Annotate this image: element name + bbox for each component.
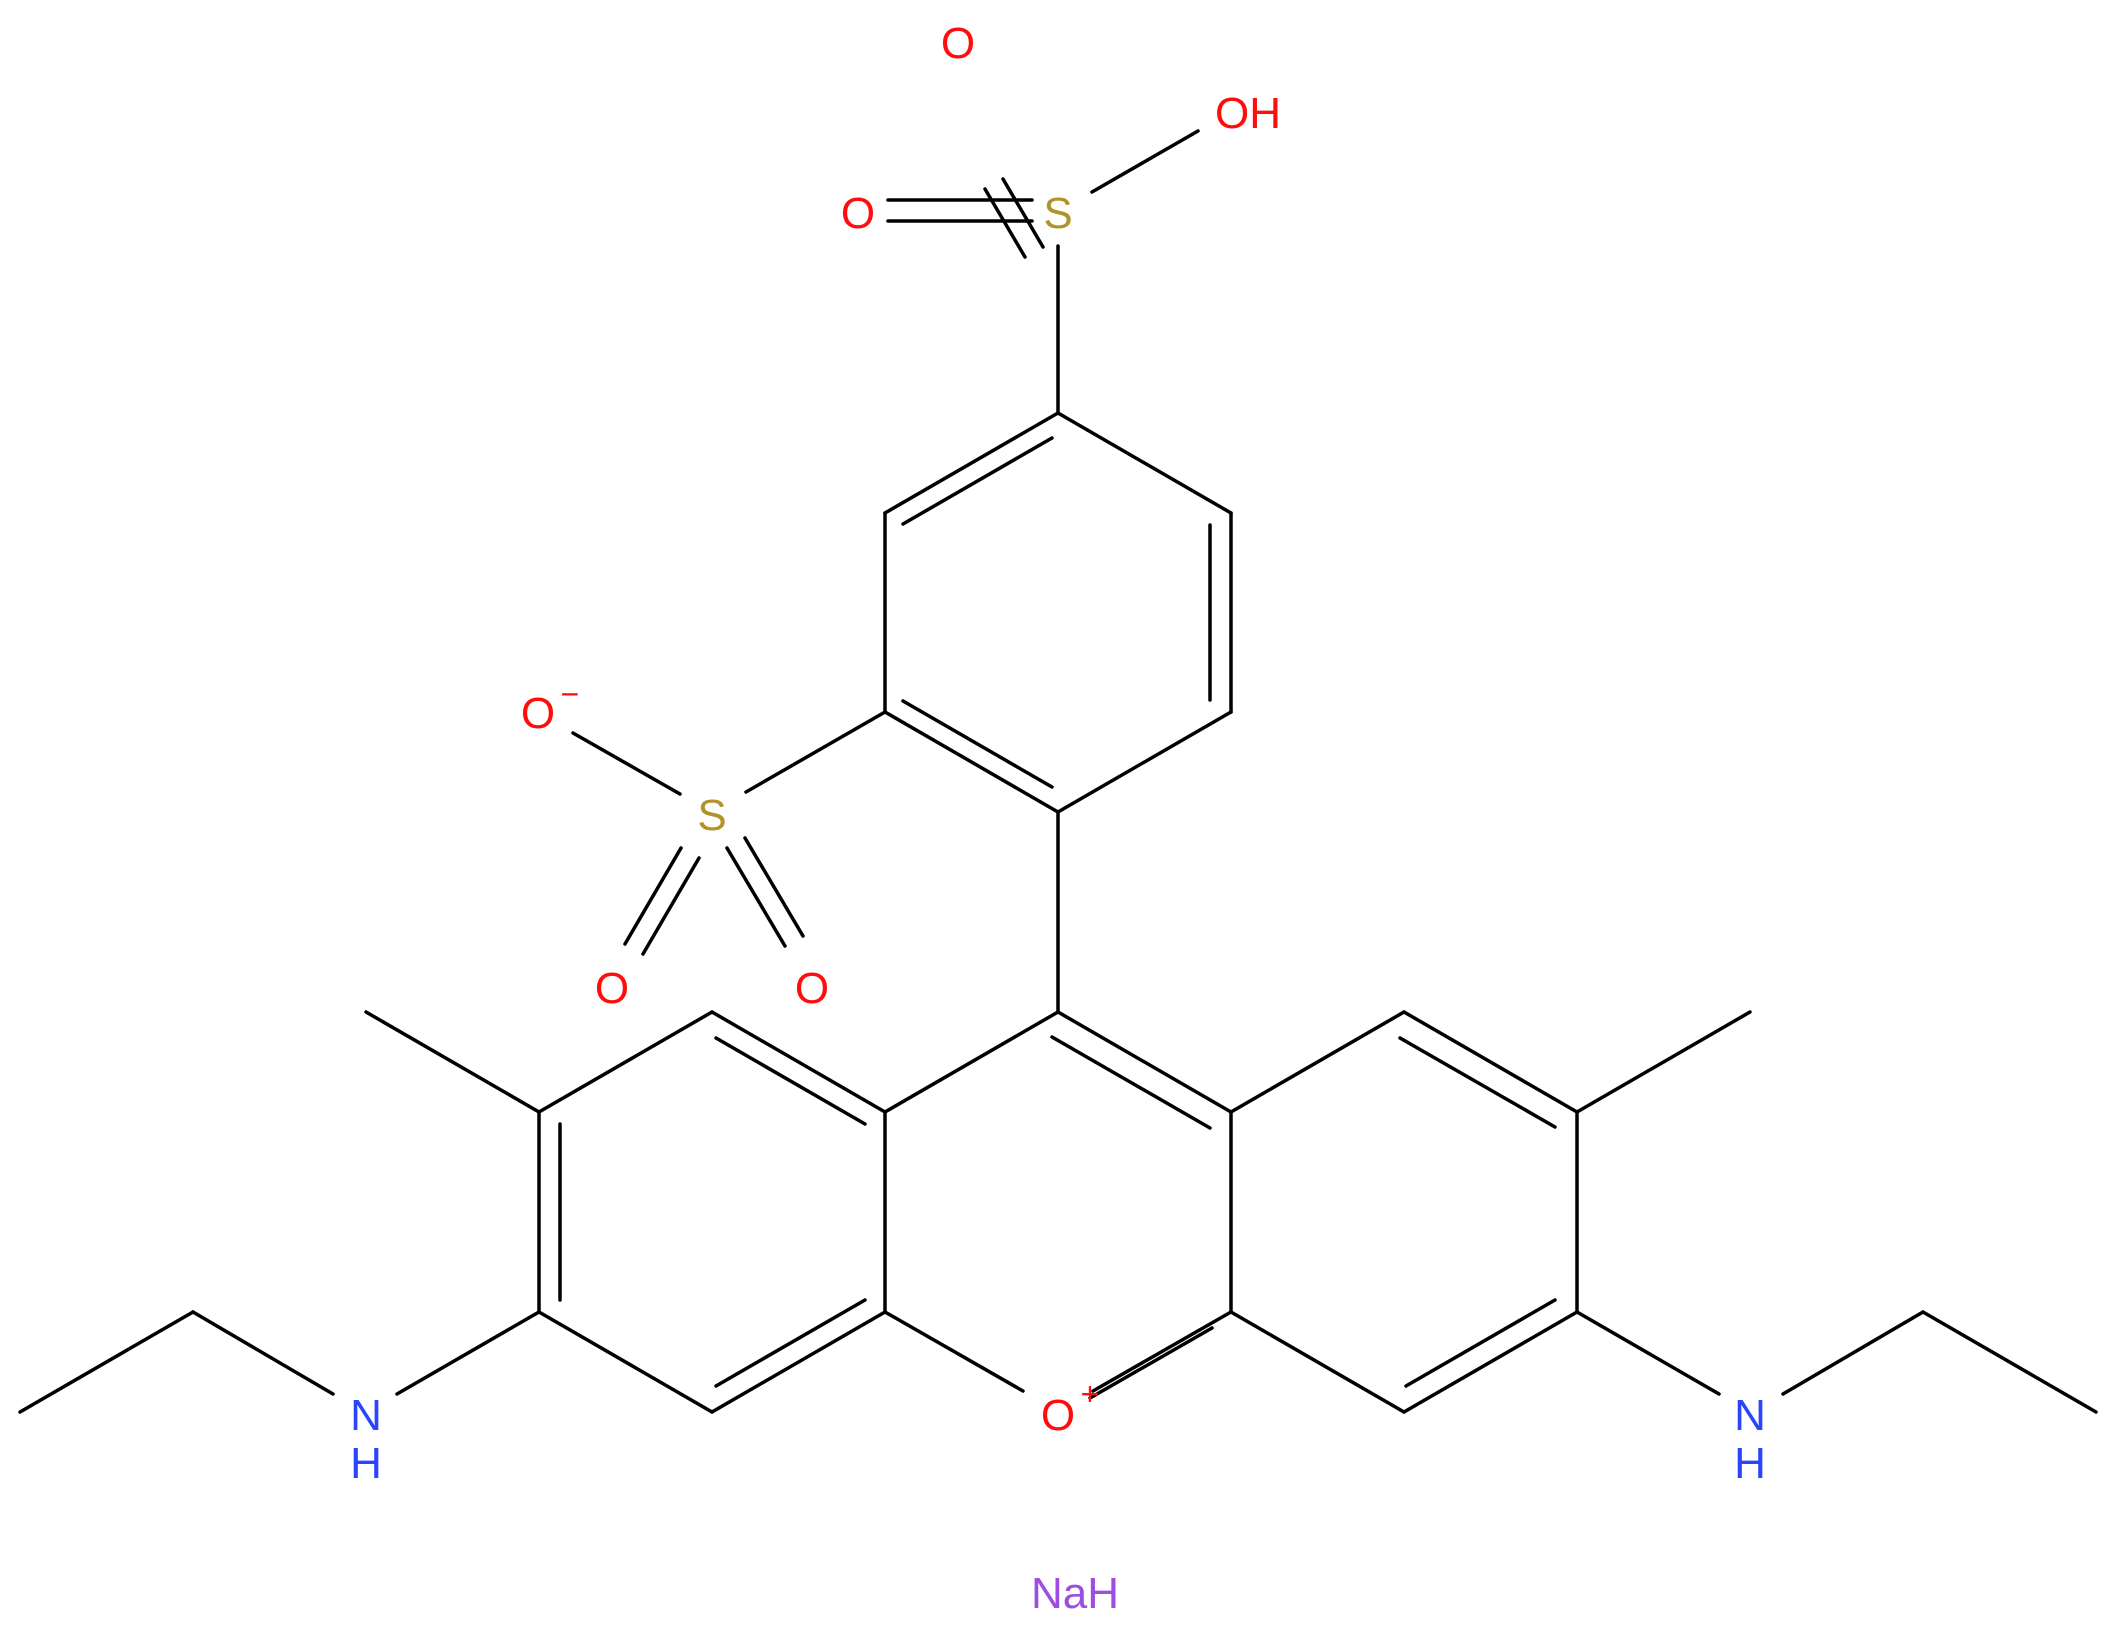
bond-left-4: [537, 1310, 714, 1414]
bond-right-c-n: [1575, 1310, 1721, 1396]
bond-left-5: [710, 1310, 887, 1414]
bond-ring-a1-inner: [901, 436, 1054, 526]
bond-s-o-bl-a: [623, 846, 683, 946]
atom-labels: O OH O S O − S O O O + N H N H NaH: [350, 19, 1766, 1618]
bond-s-o-bl-b: [641, 856, 701, 956]
bond-s-o-top-a: [1001, 177, 1045, 249]
bond-left-n-ch2: [191, 1310, 335, 1396]
bond-left-2: [537, 1010, 714, 1114]
bond-ring-a4: [1056, 710, 1233, 814]
bond-ring-a3-inner: [901, 699, 1054, 789]
bond-s-o-br-a: [725, 846, 787, 948]
atom-s-top: S: [1043, 189, 1072, 238]
bond-left-1: [710, 1010, 887, 1114]
bond-methyl-right: [1575, 1010, 1752, 1114]
atom-s-middle: S: [697, 791, 726, 840]
bond-left-c-n: [395, 1310, 541, 1396]
bond-c9-c9a: [883, 1010, 1060, 1114]
bond-right-1: [1229, 1010, 1406, 1114]
bond-c9-c8a-inner: [1050, 1035, 1212, 1130]
bond-right-4: [1402, 1310, 1579, 1414]
atom-o-anion-charge: −: [561, 676, 580, 712]
atom-nh-left-h: H: [350, 1439, 382, 1488]
bond-right-4-inner: [1404, 1298, 1557, 1388]
bond-left-1-inner: [714, 1036, 867, 1126]
atom-o-top: O: [941, 19, 975, 68]
atom-o-left-sulfonic: O: [841, 189, 875, 238]
atom-nh-right-h: H: [1734, 1439, 1766, 1488]
bond-c4a-o: [883, 1310, 1025, 1393]
bond-ring-a6: [1056, 411, 1233, 515]
bond-right-5: [1229, 1310, 1406, 1414]
counter-ion-label: NaH: [1031, 1569, 1119, 1618]
atom-o-bottom-left: O: [595, 964, 629, 1013]
bonds: [18, 129, 2098, 1414]
bond-c9-c8a: [1056, 1010, 1233, 1114]
atom-nh-right-n: N: [1734, 1391, 1766, 1440]
atom-ring-oxygen: O: [1041, 1391, 1075, 1440]
bond-right-2: [1402, 1010, 1579, 1114]
bond-ring-a1: [883, 411, 1060, 515]
bond-c10a-o: [1091, 1310, 1233, 1393]
bond-right-ch2-ch3: [1921, 1310, 2098, 1414]
bond-s-o-br-b: [743, 836, 805, 938]
bond-ring-s-middle: [744, 710, 887, 794]
atom-oh: OH: [1215, 89, 1281, 138]
bond-s-o-anion: [571, 731, 682, 796]
bond-c10a-o-inner: [1088, 1326, 1214, 1400]
atom-nh-left-n: N: [350, 1391, 382, 1440]
atom-o-anion: O: [521, 689, 555, 738]
bond-right-n-ch2: [1781, 1310, 1925, 1396]
bond-s-oh: [1090, 129, 1200, 194]
bond-right-2-inner: [1398, 1036, 1557, 1129]
bond-ring-a3: [883, 710, 1060, 814]
bond-left-ch2-ch3: [18, 1310, 195, 1414]
bond-methyl-left: [364, 1010, 541, 1114]
bond-left-5-inner: [714, 1298, 867, 1388]
atom-o-bottom-right: O: [795, 964, 829, 1013]
atom-ring-oxygen-charge: +: [1081, 1376, 1100, 1412]
